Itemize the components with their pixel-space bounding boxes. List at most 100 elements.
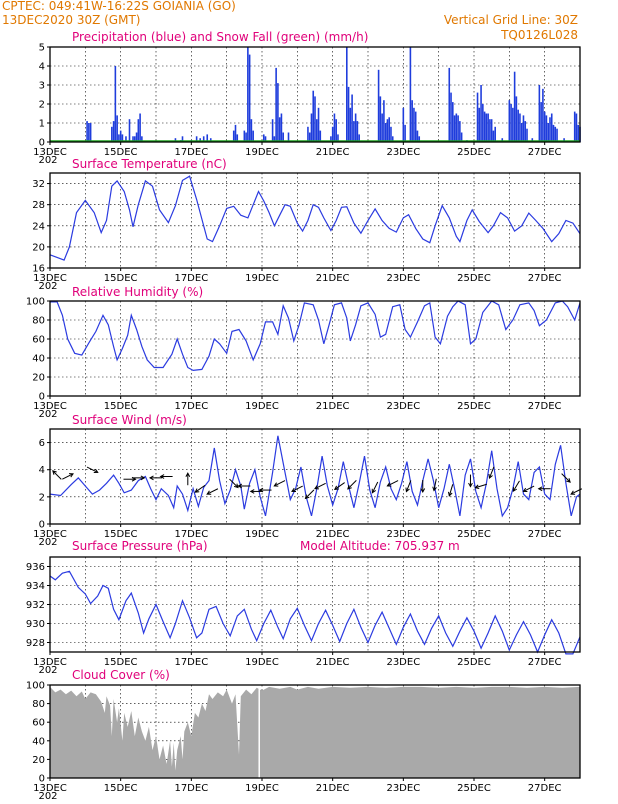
wind-arrow-head [432,486,437,492]
wind-arrow-head [537,486,543,492]
humidity-xtick-label: 23DEC [386,401,420,412]
precip-xtick-label: 15DEC [104,147,138,158]
wind-arrow-head [371,488,376,494]
humidity-ytick-label: 80 [32,316,45,327]
pressure-xtick-label: 13DEC [33,657,67,668]
wind-arrow [475,483,487,489]
precip-bar [381,113,383,142]
precip-bar [545,115,548,142]
precip-bar [351,94,353,142]
precip-bar [247,47,249,142]
precip-bar [174,138,177,142]
header-code: TQ0126L028 [500,28,578,42]
precip-bar [89,123,92,142]
cloud-cover-area [50,686,580,778]
precip-bar [515,96,518,142]
wind-arrow [512,480,520,492]
precip-bar [563,138,565,142]
precip-bar [308,132,311,142]
precip-bar [542,88,544,142]
precip-bar [489,119,491,142]
precip-bar [411,100,413,142]
precip-bar [346,47,348,142]
wind-arrow [448,484,454,496]
precip-bar [347,86,350,142]
wind-arrow-head [273,482,279,487]
precip-bar [490,119,493,142]
pressure-series-line [49,570,581,655]
precip-ytick-label: 0 [39,138,45,149]
precip-bar [480,85,482,142]
precip-bar [275,67,277,142]
wind-arrow-head [304,494,310,500]
header-location: CPTEC: 049:41W-16:22S GOIANIA (GO) [2,0,236,13]
precip-bar [377,69,380,142]
wind-arrow-head [488,473,493,479]
wind-arrow-head [347,484,352,490]
precip-bar [524,121,527,142]
cloud-panel: 0 20 40 60 80 100 13DEC 15DEC 17DEC 19DEC 21DEC 23D… [26,668,581,802]
precip-bar [573,111,576,142]
precip-bar [262,134,265,142]
precip-bar [310,113,313,142]
humidity-title: Relative Humidity (%) [72,285,203,299]
precip-bar [550,113,553,142]
precip-xtick-label: 27DEC [528,147,562,158]
pressure-ytick-label: 932 [26,600,45,611]
precip-bar [455,113,458,142]
wind-arrow [86,466,98,473]
precip-bar [487,113,489,142]
humidity-ytick-label: 40 [32,354,45,365]
wind-arrow [305,489,315,499]
precip-xtick-label: 25DEC [457,147,491,158]
precip-bar [277,83,279,142]
wind-xtick-label: 25DEC [457,529,491,540]
pressure-year-label: 202 [38,665,57,676]
precip-bar [125,136,127,142]
cloud-xtick-label: 13DEC [33,783,67,794]
wind-arrow-head [291,487,296,493]
header-date: 13DEC2020 30Z (GMT) [2,13,140,27]
precip-xtick-label: 17DEC [174,147,208,158]
wind-arrow-head [237,483,243,489]
precip-bar [252,130,254,142]
pressure-xtick-label: 27DEC [528,657,562,668]
humidity-xtick-label: 19DEC [245,401,279,412]
wind-arrow-head [386,482,392,487]
wind-arrow [229,478,239,488]
precip-bar [494,126,496,142]
wind-xtick-label: 23DEC [386,529,420,540]
temperature-frame [49,172,581,269]
wind-xtick-label: 13DEC [33,529,67,540]
pressure-xtick-label: 25DEC [457,657,491,668]
temperature-year-label: 202 [38,281,57,292]
humidity-panel: 0 20 40 60 80 100 13DEC 15DEC 17DEC 19DEC 21DEC 23D… [26,285,581,420]
temperature-xtick-label: 25DEC [457,273,491,284]
precip-ytick-label: 5 [39,43,45,54]
precip-bar [540,102,542,142]
precip-bar [307,126,309,142]
cloud-ytick-label: 60 [32,718,45,729]
humidity-xtick-label: 13DEC [33,401,67,412]
precip-bar [141,136,143,142]
precip-bar [234,124,237,142]
precip-bar [418,136,421,142]
precip-bar [116,115,118,142]
wind-arrow [274,480,286,487]
precip-bar [386,119,389,142]
precip-bar [250,119,253,142]
humidity-ytick-label: 100 [26,297,45,308]
cloud-xtick-label: 23DEC [386,783,420,794]
precip-bar [315,119,318,142]
precip-bar [331,126,334,142]
temperature-ytick-label: 32 [32,179,45,190]
wind-xtick-label: 19DEC [245,529,279,540]
precip-bar [181,136,184,142]
wind-arrow [433,478,437,491]
precip-bar [478,107,481,142]
precip-xtick-label: 13DEC [33,147,67,158]
precip-bar [121,134,124,142]
precip-bar [128,119,131,142]
precip-bar [448,67,451,142]
wind-arrow [371,481,379,493]
